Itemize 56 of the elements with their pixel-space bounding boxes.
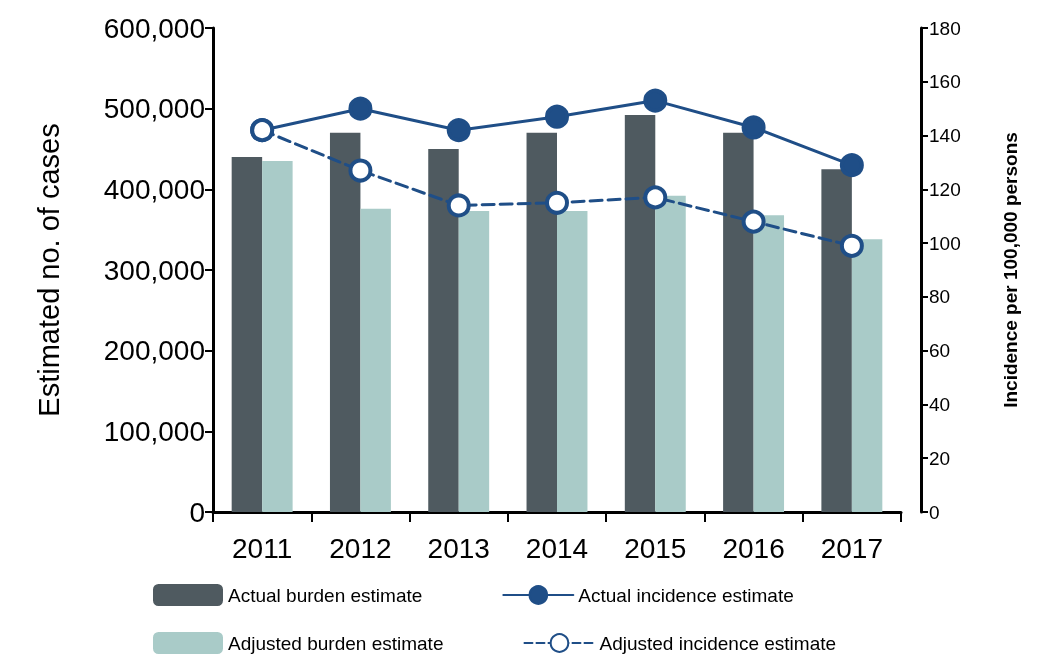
bar: [557, 211, 588, 512]
y-tick-label: 400,000: [103, 173, 205, 205]
legend-label: Adjusted incidence estimate: [599, 632, 837, 654]
x-tick-label: 2014: [525, 532, 589, 564]
y2-tick-label: 40: [929, 393, 951, 415]
point: [348, 158, 373, 183]
point: [839, 233, 864, 258]
x-tick-label: 2017: [820, 532, 884, 564]
y-tick-label: 0: [189, 496, 205, 528]
bar: [360, 208, 391, 512]
point: [643, 185, 668, 210]
y2-tick-label: 100: [929, 232, 961, 254]
y2-tick-label: 20: [929, 447, 951, 469]
y-tick-label: 100,000: [103, 415, 205, 447]
legend-label: Adjusted burden estimate: [228, 632, 444, 654]
bar: [624, 115, 656, 512]
legend-label: Actual incidence estimate: [578, 584, 794, 606]
x-tick-label: 2011: [232, 532, 293, 564]
bar: [753, 215, 785, 512]
y2-tick-label: 60: [929, 340, 951, 362]
bar: [262, 161, 293, 512]
bar: [655, 195, 686, 512]
point: [741, 115, 766, 140]
bar: [458, 211, 490, 512]
bar: [526, 132, 557, 512]
y2-tick-label: 0: [929, 501, 940, 523]
bar: [723, 132, 754, 512]
legend-label: Actual burden estimate: [228, 584, 423, 606]
point: [348, 96, 373, 121]
y-tick-label: 200,000: [103, 335, 205, 367]
point: [446, 193, 471, 218]
point: [545, 190, 569, 215]
bar: [231, 157, 263, 512]
point: [545, 104, 569, 129]
x-tick-label: 2012: [329, 532, 392, 564]
x-tick-label: 2016: [722, 532, 785, 564]
y2-tick-label: 80: [929, 286, 951, 308]
x-tick-label: 2013: [427, 532, 490, 564]
y2-tick-label: 160: [929, 71, 961, 93]
point: [741, 209, 766, 234]
point: [643, 88, 668, 113]
point: [839, 153, 864, 178]
y-axis-title: Estimated no. of cases: [32, 123, 65, 417]
y2-tick-label: 120: [929, 178, 961, 200]
y2-axis-title: Incidence per 100,000 persons: [1000, 132, 1021, 408]
bar: [821, 169, 852, 512]
bar: [329, 132, 361, 512]
x-tick-label: 2015: [624, 532, 687, 564]
y2-tick-label: 140: [929, 125, 961, 147]
bar: [851, 239, 883, 512]
bar: [428, 149, 459, 512]
y-tick-label: 300,000: [103, 254, 205, 286]
y-tick-label: 500,000: [103, 93, 205, 125]
point: [446, 118, 471, 143]
y2-tick-label: 180: [929, 17, 961, 39]
y-tick-label: 600,000: [103, 12, 205, 44]
